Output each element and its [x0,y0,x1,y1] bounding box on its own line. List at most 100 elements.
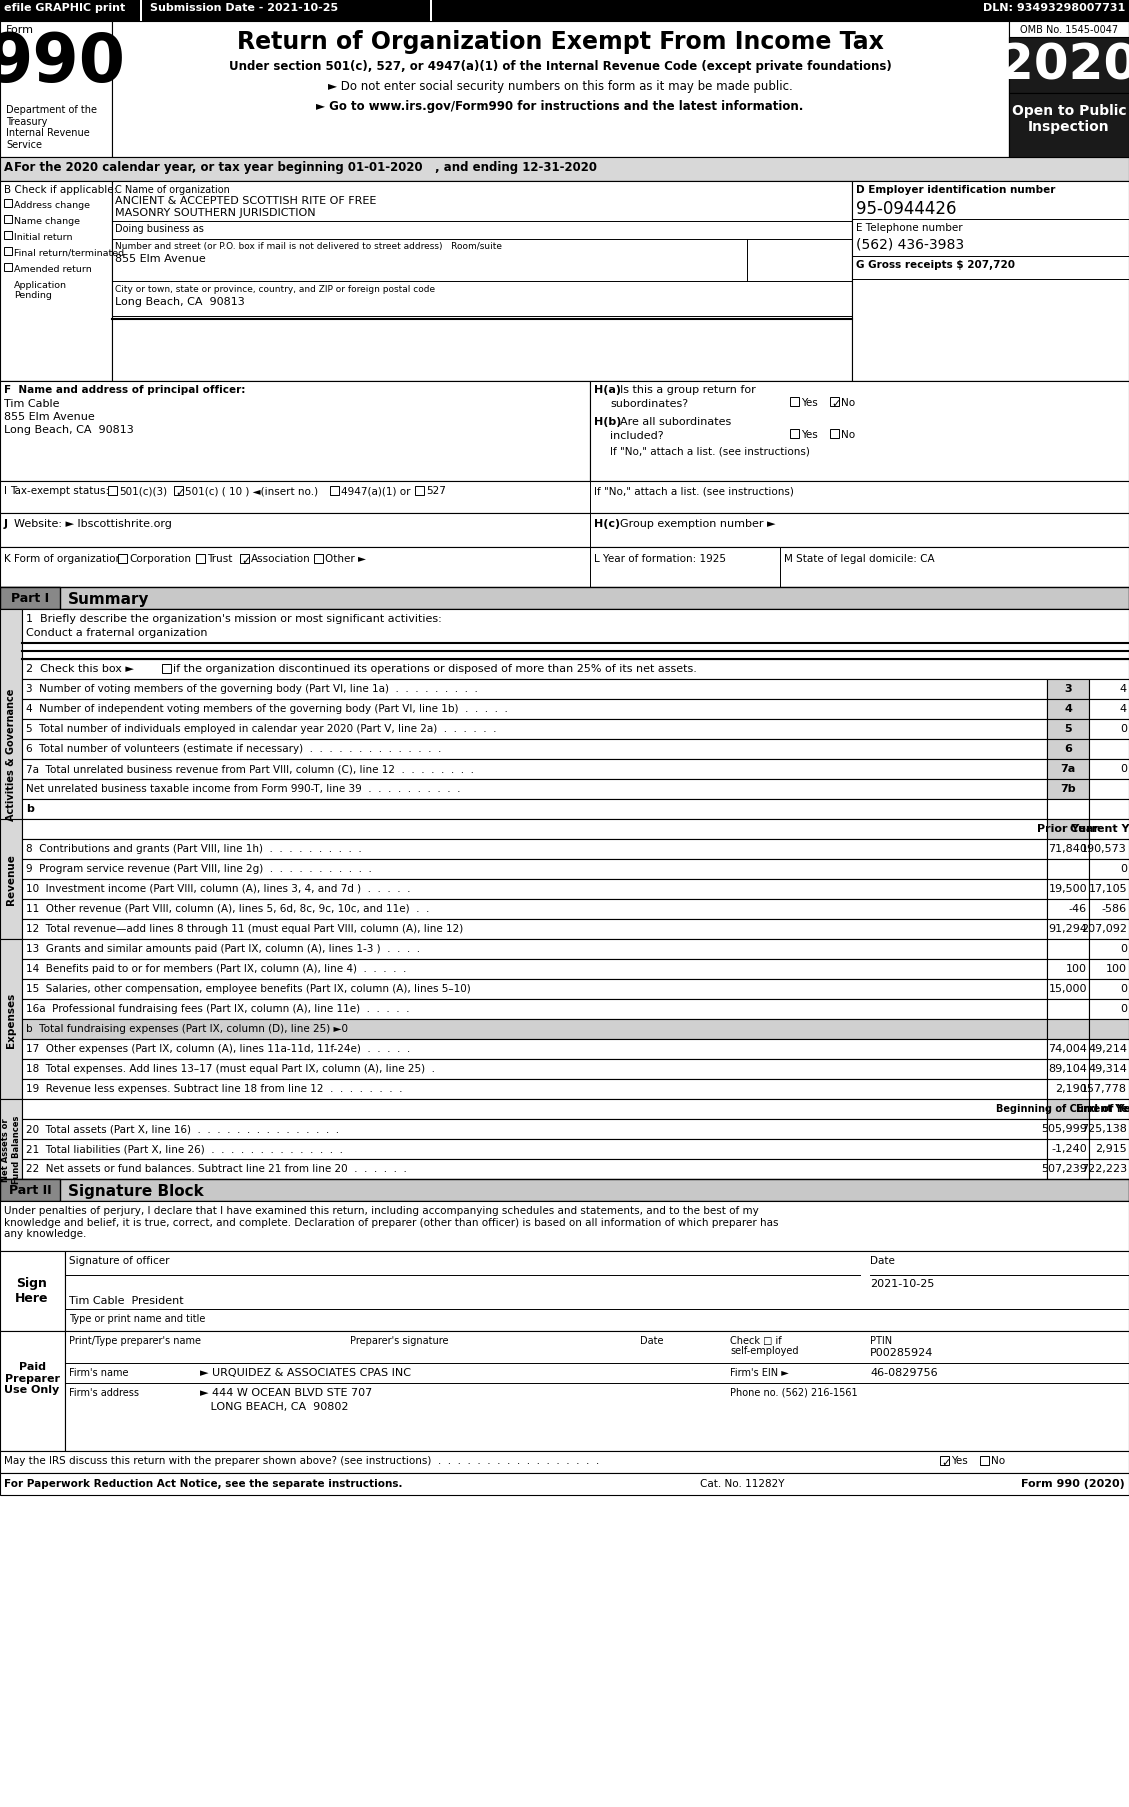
Bar [140,0,142,22]
Text: 7a  Total unrelated business revenue from Part VIII, column (C), line 12  .  .  : 7a Total unrelated business revenue from… [26,764,474,773]
Bar [1047,860,1089,880]
Bar [1089,860,1129,880]
Bar [0,157,1129,183]
Bar [1047,1059,1089,1079]
Text: 855 Elm Avenue: 855 Elm Avenue [5,412,95,421]
Text: No: No [841,398,855,408]
Text: -1,240: -1,240 [1051,1144,1087,1153]
Bar [0,183,112,381]
Text: PTIN: PTIN [870,1335,892,1344]
Bar [1089,1140,1129,1160]
Bar [112,22,1009,157]
Bar [0,587,1129,609]
Text: 6  Total number of volunteers (estimate if necessary)  .  .  .  .  .  .  .  .  .: 6 Total number of volunteers (estimate i… [26,744,441,754]
Bar [0,1332,65,1451]
Bar [1089,1019,1129,1039]
Bar [21,1059,1047,1079]
Text: Name change: Name change [14,217,80,226]
Text: 10  Investment income (Part VIII, column (A), lines 3, 4, and 7d )  .  .  .  .  : 10 Investment income (Part VIII, column … [26,884,411,893]
Text: Net Assets or
Fund Balances: Net Assets or Fund Balances [1,1115,20,1184]
Text: 22  Net assets or fund balances. Subtract line 21 from line 20  .  .  .  .  .  .: 22 Net assets or fund balances. Subtract… [26,1164,406,1173]
Bar [0,548,1129,587]
Text: 18  Total expenses. Add lines 13–17 (must equal Part IX, column (A), line 25)  .: 18 Total expenses. Add lines 13–17 (must… [26,1063,435,1073]
Text: D Employer identification number: D Employer identification number [856,184,1056,195]
Text: b  Total fundraising expenses (Part IX, column (D), line 25) ►0: b Total fundraising expenses (Part IX, c… [26,1023,348,1034]
Text: Conduct a fraternal organization: Conduct a fraternal organization [26,627,208,638]
Text: 505,999: 505,999 [1041,1124,1087,1133]
Text: Activities & Governance: Activities & Governance [6,688,16,820]
Text: 100: 100 [1106,963,1127,974]
Text: 0: 0 [1120,864,1127,873]
Bar [108,486,117,495]
Text: 7b: 7b [1060,784,1076,793]
Text: Yes: Yes [800,398,817,408]
Text: 527: 527 [426,486,446,495]
Text: Paid
Preparer
Use Only: Paid Preparer Use Only [5,1361,60,1395]
Text: 15,000: 15,000 [1049,983,1087,994]
Text: 2,190: 2,190 [1056,1084,1087,1093]
Bar [1047,759,1089,779]
Text: Tim Cable: Tim Cable [5,399,60,408]
Text: Part II: Part II [9,1184,51,1196]
Bar [21,1160,1047,1180]
Text: 722,223: 722,223 [1080,1164,1127,1173]
Bar [0,587,60,609]
Text: 19  Revenue less expenses. Subtract line 18 from line 12  .  .  .  .  .  .  .  .: 19 Revenue less expenses. Subtract line … [26,1084,403,1093]
Text: 990: 990 [0,31,125,96]
Text: 12  Total revenue—add lines 8 through 11 (must equal Part VIII, column (A), line: 12 Total revenue—add lines 8 through 11 … [26,923,463,934]
Bar [119,555,126,564]
Bar [21,739,1047,759]
Text: 16a  Professional fundraising fees (Part IX, column (A), line 11e)  .  .  .  .  : 16a Professional fundraising fees (Part … [26,1003,410,1014]
Text: 4  Number of independent voting members of the governing body (Part VI, line 1b): 4 Number of independent voting members o… [26,703,508,714]
Bar [0,1180,1129,1202]
Text: Revenue: Revenue [6,855,16,905]
Text: self-employed: self-employed [730,1344,798,1355]
Bar [1047,820,1089,840]
Text: Summary: Summary [68,591,149,607]
Text: Sign
Here: Sign Here [16,1276,49,1305]
Bar [5,201,12,208]
Bar [0,1473,1129,1494]
Bar [1047,840,1089,860]
Text: Check □ if: Check □ if [730,1335,781,1344]
Bar [1047,880,1089,900]
Bar [5,231,12,240]
Text: Other ►: Other ► [325,553,366,564]
Text: 1  Briefly describe the organization's mission or most significant activities:: 1 Briefly describe the organization's mi… [26,614,441,623]
Text: Under section 501(c), 527, or 4947(a)(1) of the Internal Revenue Code (except pr: Under section 501(c), 527, or 4947(a)(1)… [229,60,892,72]
Text: Signature Block: Signature Block [68,1184,203,1198]
Bar [0,0,1129,22]
Text: 74,004: 74,004 [1048,1043,1087,1053]
Text: Form: Form [6,25,34,34]
Bar [21,679,1047,699]
Bar [196,555,205,564]
Text: ► Go to www.irs.gov/Form990 for instructions and the latest information.: ► Go to www.irs.gov/Form990 for instruct… [316,99,804,112]
Bar [1047,699,1089,719]
Bar [1047,979,1089,999]
Bar [1089,679,1129,699]
Bar [21,900,1047,920]
Bar [1089,960,1129,979]
Bar [0,940,21,1099]
Text: ✓: ✓ [240,557,251,566]
Text: 855 Elm Avenue: 855 Elm Avenue [115,253,205,264]
Bar [1047,1079,1089,1099]
Bar [590,381,1129,482]
Text: MASONRY SOUTHERN JURISDICTION: MASONRY SOUTHERN JURISDICTION [115,208,316,219]
Text: 14  Benefits paid to or for members (Part IX, column (A), line 4)  .  .  .  .  .: 14 Benefits paid to or for members (Part… [26,963,406,974]
Text: if the organization discontinued its operations or disposed of more than 25% of : if the organization discontinued its ope… [173,663,697,674]
Text: 89,104: 89,104 [1048,1063,1087,1073]
Text: 5  Total number of individuals employed in calendar year 2020 (Part V, line 2a) : 5 Total number of individuals employed i… [26,723,497,734]
Text: J: J [5,519,8,529]
Bar [314,555,323,564]
Bar [0,1451,1129,1473]
Bar [65,1332,1129,1451]
Bar [1089,1079,1129,1099]
Bar [790,398,799,407]
Text: E Telephone number: E Telephone number [856,222,963,233]
Bar [5,215,12,224]
Text: Is this a group return for: Is this a group return for [620,385,755,394]
Bar [0,1099,21,1200]
Text: 501(c) ( 10 ) ◄(insert no.): 501(c) ( 10 ) ◄(insert no.) [185,486,318,495]
Bar [0,482,1129,513]
